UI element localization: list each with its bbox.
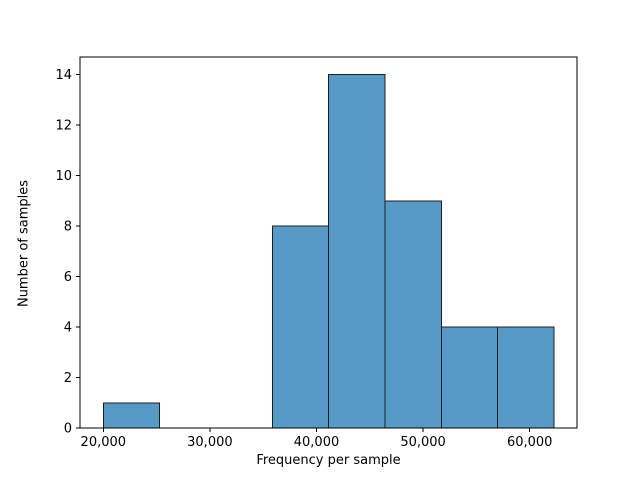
x-tick-label: 30,000 — [187, 435, 233, 450]
histogram-bar — [497, 326, 555, 429]
x-tick-label: 40,000 — [294, 435, 340, 450]
x-tick-label: 50,000 — [400, 435, 446, 450]
y-tick-label: 6 — [64, 270, 72, 285]
x-tick-label: 20,000 — [81, 435, 127, 450]
y-tick-label: 14 — [55, 68, 72, 83]
y-tick-label: 10 — [55, 169, 72, 184]
y-tick-label: 2 — [64, 371, 72, 386]
y-axis-label: Number of samples — [16, 179, 32, 308]
histogram-bar — [328, 74, 386, 429]
x-axis-label: Frequency per sample — [256, 453, 401, 468]
histogram-bar — [440, 326, 499, 429]
y-tick-label: 8 — [64, 220, 72, 235]
axes-spines — [79, 56, 578, 429]
histogram-bar — [384, 200, 442, 429]
x-tick-label: 60,000 — [507, 435, 553, 450]
histogram-bar — [102, 402, 161, 429]
y-tick-label: 4 — [64, 321, 72, 336]
y-tick-label: 0 — [64, 422, 72, 437]
y-tick-label: 12 — [55, 119, 72, 134]
histogram-bar — [271, 225, 330, 429]
